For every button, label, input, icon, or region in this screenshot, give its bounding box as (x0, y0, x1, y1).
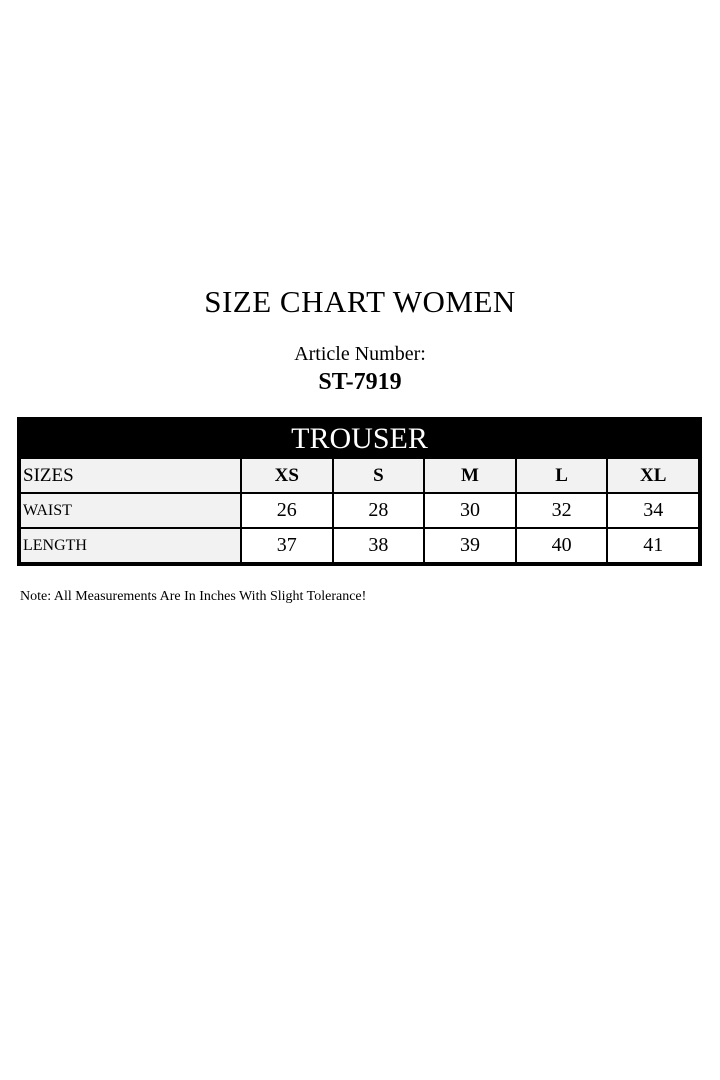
table-row: LENGTH 37 38 39 40 41 (19, 527, 700, 564)
value-cell: 28 (331, 492, 426, 529)
table-header: TROUSER (19, 419, 700, 457)
value-cell: 26 (240, 492, 334, 529)
size-chart-table: TROUSER SIZES XS S M L XL WAIST 26 28 30… (17, 417, 702, 566)
row-label: WAIST (19, 492, 242, 529)
size-cell: M (423, 457, 517, 494)
value-cell: 30 (423, 492, 517, 529)
value-cell: 40 (514, 527, 609, 564)
measurement-note: Note: All Measurements Are In Inches Wit… (20, 589, 367, 604)
value-cell: 38 (331, 527, 426, 564)
size-cell: S (331, 457, 426, 494)
size-cell: XL (606, 457, 700, 494)
value-cell: 34 (606, 492, 700, 529)
value-cell: 39 (423, 527, 517, 564)
row-label: LENGTH (19, 527, 242, 564)
sizes-row: SIZES XS S M L XL (19, 457, 700, 494)
page-title: SIZE CHART WOMEN (204, 284, 516, 319)
value-cell: 37 (240, 527, 334, 564)
value-cell: 32 (514, 492, 609, 529)
article-number: ST-7919 (318, 369, 402, 395)
value-cell: 41 (606, 527, 700, 564)
table-row: WAIST 26 28 30 32 34 (19, 492, 700, 529)
row-label: SIZES (19, 457, 242, 494)
size-cell: L (514, 457, 609, 494)
article-number-label: Article Number: (294, 343, 426, 365)
size-cell: XS (240, 457, 334, 494)
